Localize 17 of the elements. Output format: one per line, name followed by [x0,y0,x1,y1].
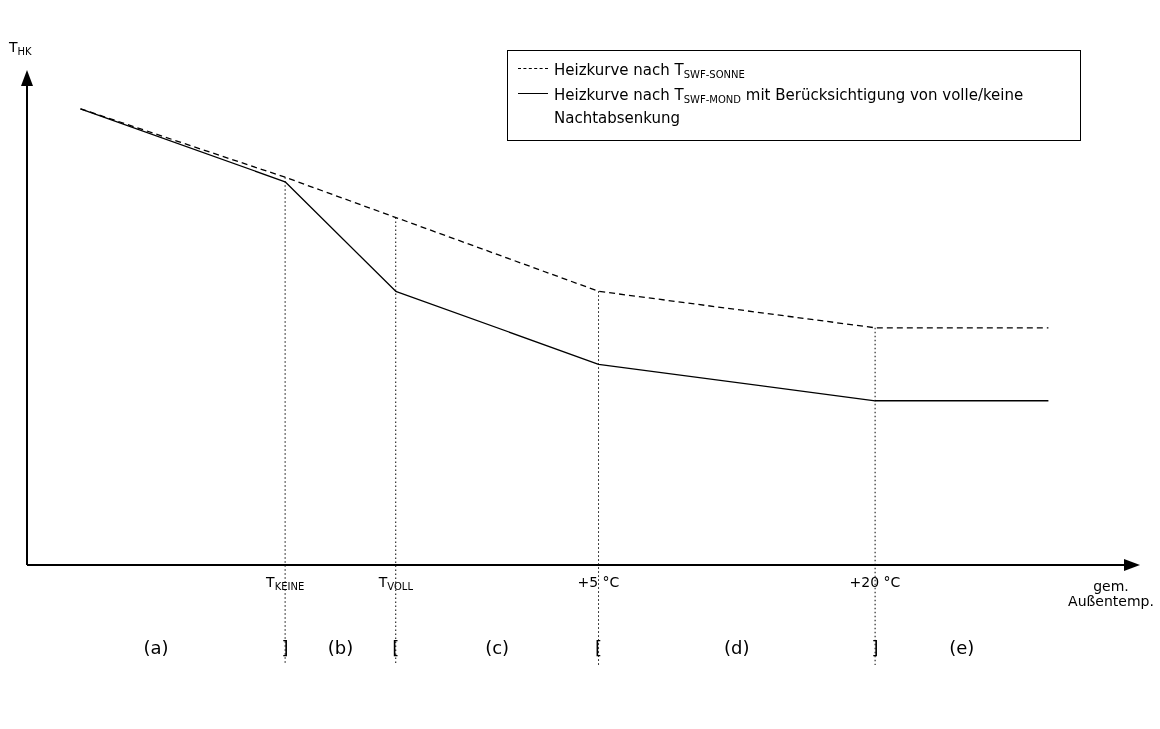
text: (d) [724,637,750,658]
annotation: ] [871,637,879,658]
legend-label: Heizkurve nach T$_{SWF-SONNE}$ [554,60,745,82]
text: (a) [143,637,169,658]
annotation: ] [281,637,289,658]
text: Heizkurve nach T$_{SWF-MOND}$ mit Berücksichtigung von volle/keine Nachtabsenkung [554,86,1024,127]
x-tick-label: +5 °C [577,574,620,591]
x-tick-label: +20 °C [849,574,901,591]
text: (c) [485,637,510,658]
y-axis-title: T$_{HK}$ [9,39,32,57]
text: (e) [949,637,975,658]
annotation: [ [392,637,400,658]
annotation: [ [595,637,603,658]
x-tick-label: T$_{KEINE}$ [266,574,305,592]
x-axis-title: gem. Außentemp. [1067,578,1155,610]
x-tick-label: T$_{VOLL}$ [378,574,413,592]
text: (b) [327,637,354,658]
